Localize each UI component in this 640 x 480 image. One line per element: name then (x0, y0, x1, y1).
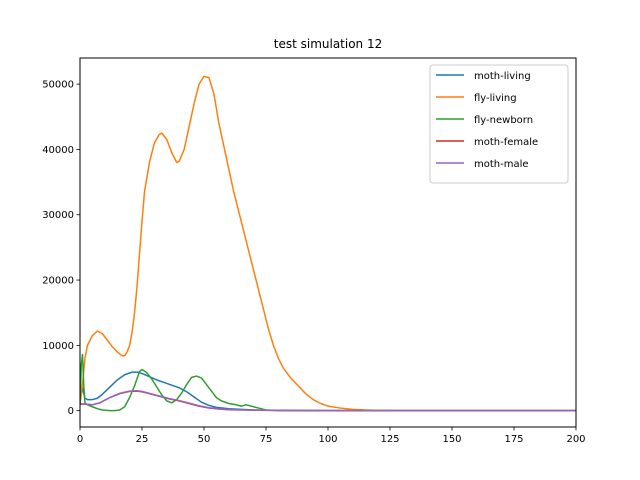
y-tick-label: 40000 (42, 145, 74, 156)
legend-label-moth-male: moth-male (474, 159, 529, 170)
x-tick-label: 25 (136, 434, 149, 445)
x-tick-label: 0 (77, 434, 83, 445)
x-tick-label: 175 (504, 434, 523, 445)
legend: moth-living fly-living fly-newborn moth-fem… (429, 64, 569, 184)
x-tick-label: 125 (380, 434, 399, 445)
series-line-fly-newborn (80, 353, 576, 412)
legend-label-moth-female: moth-female (474, 137, 538, 148)
x-tick-label: 100 (318, 434, 337, 445)
y-tick-label: 30000 (42, 210, 74, 221)
y-tick-label: 0 (68, 406, 74, 417)
legend-label-moth-living: moth-living (474, 71, 531, 82)
legend-label-fly-living: fly-living (474, 93, 517, 104)
chart-title: test simulation 12 (274, 37, 383, 51)
series-line-fly-living (80, 75, 576, 412)
x-axis: 0 25 50 75 100 125 150 175 200 (77, 427, 586, 445)
series-line-moth-living (80, 371, 576, 412)
y-tick-label: 20000 (42, 276, 74, 287)
x-tick-label: 50 (198, 434, 211, 445)
y-tick-label: 10000 (42, 341, 74, 352)
x-tick-label: 75 (260, 434, 273, 445)
x-tick-label: 150 (442, 434, 461, 445)
x-tick-label: 200 (566, 434, 585, 445)
legend-label-fly-newborn: fly-newborn (474, 115, 533, 126)
y-axis: 0 10000 20000 30000 40000 50000 (42, 80, 80, 417)
legend-box (429, 64, 569, 184)
series-line-moth-male (80, 390, 576, 412)
series-lines (80, 75, 576, 412)
y-tick-label: 50000 (42, 80, 74, 91)
